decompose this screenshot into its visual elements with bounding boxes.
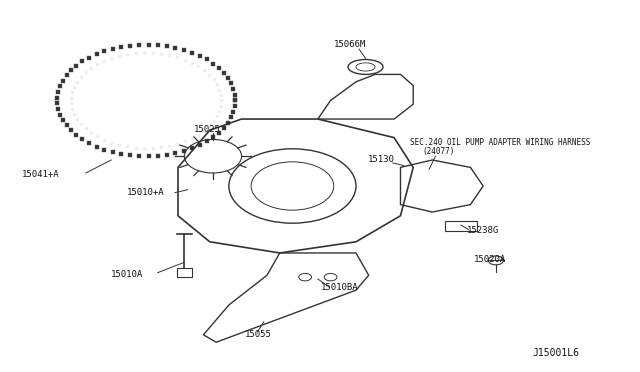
Text: 15025: 15025 bbox=[194, 125, 221, 134]
Text: J15001L6: J15001L6 bbox=[532, 348, 580, 358]
Bar bbox=[445, 221, 477, 231]
Text: 15010+A: 15010+A bbox=[127, 188, 164, 197]
Text: 15010BA: 15010BA bbox=[321, 283, 358, 292]
Text: 15010A: 15010A bbox=[111, 270, 143, 279]
Text: 15041+A: 15041+A bbox=[22, 170, 60, 179]
Bar bbox=[177, 268, 192, 277]
Text: 15020A: 15020A bbox=[474, 255, 506, 264]
Text: 15130: 15130 bbox=[367, 155, 394, 164]
Text: 15055: 15055 bbox=[244, 330, 271, 339]
Text: 15238G: 15238G bbox=[467, 225, 499, 234]
Text: 15066M: 15066M bbox=[333, 39, 366, 48]
Text: SEC.240 OIL PUMP ADAPTER WIRING HARNESS: SEC.240 OIL PUMP ADAPTER WIRING HARNESS bbox=[410, 138, 591, 147]
Text: (24077): (24077) bbox=[423, 147, 455, 156]
